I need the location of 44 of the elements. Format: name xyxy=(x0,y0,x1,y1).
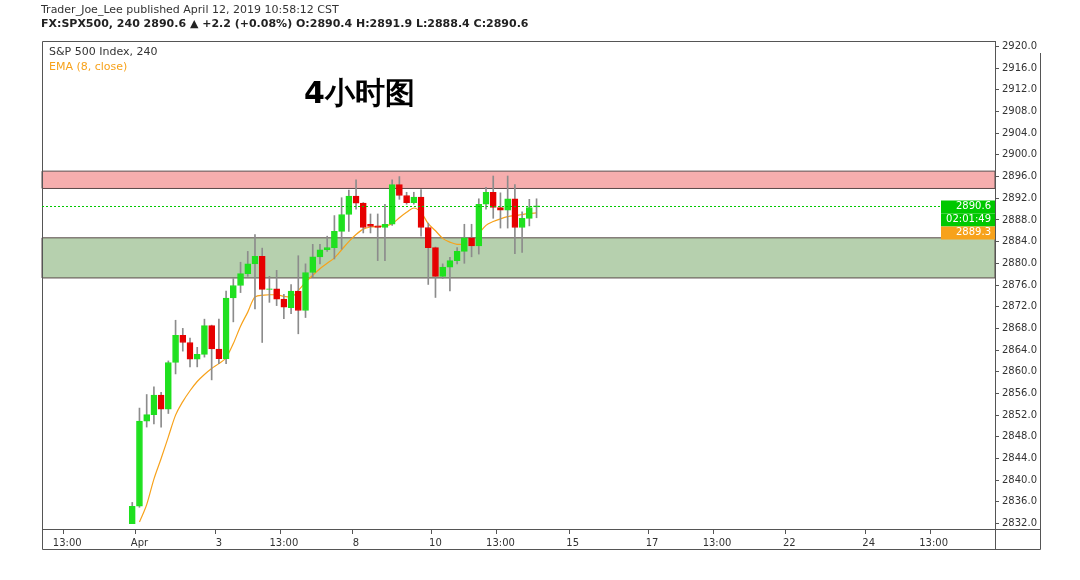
x-tick-label: 22 xyxy=(782,536,796,548)
y-tick-label: 2896.0 xyxy=(1002,170,1037,182)
y-tick-label: 2868.0 xyxy=(1002,321,1037,333)
y-tick-label: 2880.0 xyxy=(1002,256,1037,268)
x-tick-label: Apr xyxy=(130,536,149,548)
x-tick-label: 13:00 xyxy=(486,536,515,548)
y-tick-label: 2876.0 xyxy=(1002,278,1037,290)
y-tick-label: 2916.0 xyxy=(1002,61,1037,73)
y-tick-label: 2848.0 xyxy=(1002,430,1037,442)
y-tick-label: 2832.0 xyxy=(1002,517,1037,529)
x-tick-label: 17 xyxy=(645,536,659,548)
x-tick-label: 8 xyxy=(352,536,360,548)
x-tick-label: 24 xyxy=(862,536,876,548)
annotation: 2889.3 xyxy=(956,226,991,238)
y-tick-label: 2864.0 xyxy=(1002,343,1037,355)
text: Trader_Joe_Lee published April 12, 2019 10:58:12 CST xyxy=(41,3,340,17)
y-tick-label: 2920.0 xyxy=(1002,40,1037,52)
x-tick-label: 15 xyxy=(566,536,580,548)
y-tick-label: 2884.0 xyxy=(1002,235,1037,247)
y-tick-label: 2888.0 xyxy=(1002,213,1037,225)
y-tick-label: 2872.0 xyxy=(1002,300,1037,312)
text: EMA (8, close) xyxy=(49,60,128,73)
y-tick-label: 2912.0 xyxy=(1002,83,1037,95)
y-tick-label: 2908.0 xyxy=(1002,105,1037,117)
ref-line-label: 2890.6 xyxy=(956,200,991,212)
y-tick-label: 2840.0 xyxy=(1002,473,1037,485)
y-tick-label: 2900.0 xyxy=(1002,148,1037,160)
x-tick-label: 13:00 xyxy=(919,536,949,548)
text: FX:SPX500, 240 2890.6 ▲ +2.2 (+0.08%) O:2890.4 H:2891.9 L:2888.4 C:2890.6 xyxy=(41,17,529,31)
y-tick-label: 2904.0 xyxy=(1002,126,1037,138)
x-tick-label: 3 xyxy=(215,536,223,548)
x-tick-label: 13:00 xyxy=(702,536,732,548)
chart-subtitle: S&P 500 Index, 240 xyxy=(49,45,158,58)
y-tick-label: 2844.0 xyxy=(1002,452,1037,464)
x-tick-label: 13:00 xyxy=(52,536,82,548)
annotation: 02:01:49 xyxy=(946,213,991,225)
y-tick-label: 2860.0 xyxy=(1002,365,1037,377)
x-tick-label: 10 xyxy=(429,536,442,548)
y-tick-label: 2856.0 xyxy=(1002,387,1037,399)
x-tick-label: 13:00 xyxy=(269,536,299,548)
text: 4小时图 xyxy=(304,75,415,110)
y-tick-label: 2892.0 xyxy=(1002,191,1037,203)
y-tick-label: 2852.0 xyxy=(1002,408,1037,420)
y-tick-label: 2836.0 xyxy=(1002,495,1037,507)
